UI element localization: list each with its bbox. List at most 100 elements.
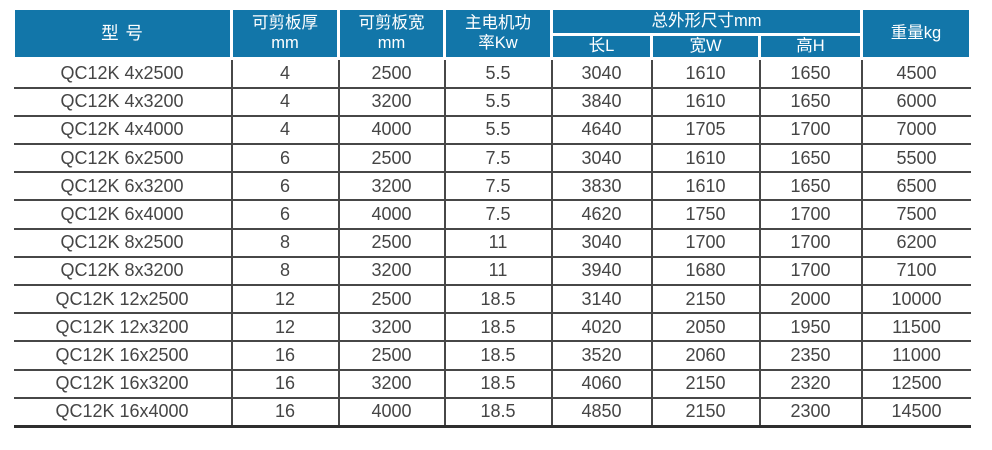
cell-plate-width-mm: 2500 <box>337 283 446 315</box>
cell-plate-width-mm: 3200 <box>337 86 446 117</box>
cell-thickness-mm: 4 <box>230 114 340 146</box>
cell-height-h: 2320 <box>758 368 863 399</box>
cell-width-w: 2050 <box>650 312 761 343</box>
cell-height-h: 2300 <box>758 396 863 428</box>
cell-model: QC12K 8x2500 <box>13 227 233 258</box>
col-header-plate-width: 可剪板宽 mm <box>337 6 446 61</box>
cell-model: QC12K 6x4000 <box>13 199 233 230</box>
cell-length-l: 3940 <box>550 255 653 286</box>
cell-plate-width-mm: 2500 <box>337 143 446 174</box>
cell-length-l: 3040 <box>550 58 653 89</box>
cell-motor-power-kw: 18.5 <box>443 283 553 315</box>
table-row: QC12K 6x2500 6 2500 7.5 3040 1610 1650 5500 <box>13 143 971 174</box>
cell-height-h: 2000 <box>758 283 863 315</box>
cell-width-w: 1700 <box>650 227 761 258</box>
cell-weight-kg: 5500 <box>860 143 971 174</box>
cell-height-h: 1700 <box>758 255 863 286</box>
cell-length-l: 3040 <box>550 143 653 174</box>
cell-weight-kg: 14500 <box>860 396 971 428</box>
cell-model: QC12K 4x3200 <box>13 86 233 117</box>
cell-height-h: 1650 <box>758 86 863 117</box>
cell-model: QC12K 6x3200 <box>13 171 233 202</box>
cell-model: QC12K 4x4000 <box>13 114 233 146</box>
cell-width-w: 1610 <box>650 86 761 117</box>
col-header-width-w: 宽W <box>650 32 761 61</box>
col-header-height-h: 高H <box>758 32 863 61</box>
table-row: QC12K 4x2500 4 2500 5.5 3040 1610 1650 4500 <box>13 58 971 89</box>
cell-height-h: 1650 <box>758 171 863 202</box>
cell-weight-kg: 6500 <box>860 171 971 202</box>
col-header-motor-power-line1: 主电机功 <box>465 14 531 33</box>
cell-width-w: 2150 <box>650 396 761 428</box>
header-row-sub: 长L 宽W 高H <box>14 32 971 61</box>
cell-weight-kg: 10000 <box>860 283 971 315</box>
col-header-thickness-line1: 可剪板厚 <box>252 14 318 33</box>
cell-plate-width-mm: 4000 <box>337 199 446 230</box>
cell-weight-kg: 6000 <box>860 86 971 117</box>
table-row: QC12K 8x3200 8 3200 11 3940 1680 1700 7100 <box>13 255 971 286</box>
cell-plate-width-mm: 4000 <box>337 396 446 428</box>
table-row: QC12K 8x2500 8 2500 11 3040 1700 1700 6200 <box>13 227 971 258</box>
cell-plate-width-mm: 3200 <box>337 171 446 202</box>
table-row: QC12K 16x4000 16 4000 18.5 4850 2150 2300 14500 <box>13 396 971 428</box>
spec-table-header: 型 号 可剪板厚 mm 可剪板宽 mm 主电机功 率Kw 总外形尺寸mm 重量k… <box>12 6 972 61</box>
cell-motor-power-kw: 18.5 <box>443 368 553 399</box>
cell-weight-kg: 4500 <box>860 58 971 89</box>
cell-thickness-mm: 12 <box>230 312 340 343</box>
cell-motor-power-kw: 18.5 <box>443 396 553 428</box>
table-row: QC12K 4x4000 4 4000 5.5 4640 1705 1700 7000 <box>13 114 971 146</box>
cell-weight-kg: 12500 <box>860 368 971 399</box>
cell-thickness-mm: 6 <box>230 171 340 202</box>
cell-length-l: 3830 <box>550 171 653 202</box>
cell-length-l: 3140 <box>550 283 653 315</box>
cell-model: QC12K 8x3200 <box>13 255 233 286</box>
col-header-thickness: 可剪板厚 mm <box>230 6 340 61</box>
cell-thickness-mm: 16 <box>230 396 340 428</box>
cell-motor-power-kw: 5.5 <box>443 86 553 117</box>
cell-motor-power-kw: 7.5 <box>443 199 553 230</box>
col-header-thickness-unit: mm <box>271 33 299 52</box>
table-row: QC12K 16x2500 16 2500 18.5 3520 2060 2350 11000 <box>13 340 971 371</box>
cell-width-w: 1610 <box>650 143 761 174</box>
cell-thickness-mm: 8 <box>230 227 340 258</box>
cell-length-l: 3040 <box>550 227 653 258</box>
spec-table-container: 型 号 可剪板厚 mm 可剪板宽 mm 主电机功 率Kw 总外形尺寸mm 重量k… <box>12 6 972 428</box>
table-row: QC12K 4x3200 4 3200 5.5 3840 1610 1650 6000 <box>13 86 971 117</box>
cell-width-w: 1610 <box>650 58 761 89</box>
cell-motor-power-kw: 18.5 <box>443 312 553 343</box>
cell-plate-width-mm: 2500 <box>337 340 446 371</box>
table-row: QC12K 6x4000 6 4000 7.5 4620 1750 1700 7500 <box>13 199 971 230</box>
cell-height-h: 1650 <box>758 58 863 89</box>
cell-thickness-mm: 4 <box>230 58 340 89</box>
cell-width-w: 2150 <box>650 368 761 399</box>
header-row-top: 型 号 可剪板厚 mm 可剪板宽 mm 主电机功 率Kw 总外形尺寸mm 重量k… <box>12 6 972 61</box>
cell-motor-power-kw: 5.5 <box>443 58 553 89</box>
cell-plate-width-mm: 3200 <box>337 255 446 286</box>
col-header-motor-power-line2: 率Kw <box>478 33 518 52</box>
cell-model: QC12K 6x2500 <box>13 143 233 174</box>
spec-table-body: QC12K 4x2500 4 2500 5.5 3040 1610 1650 4500 QC12… <box>13 58 971 428</box>
table-row: QC12K 12x2500 12 2500 18.5 3140 2150 2000 10000 <box>13 283 971 315</box>
cell-thickness-mm: 6 <box>230 143 340 174</box>
cell-length-l: 3840 <box>550 86 653 117</box>
cell-weight-kg: 6200 <box>860 227 971 258</box>
cell-thickness-mm: 12 <box>230 283 340 315</box>
cell-height-h: 1700 <box>758 199 863 230</box>
col-header-plate-width-line1: 可剪板宽 <box>358 14 425 33</box>
cell-model: QC12K 16x4000 <box>13 396 233 428</box>
cell-plate-width-mm: 3200 <box>337 312 446 343</box>
cell-plate-width-mm: 2500 <box>337 227 446 258</box>
cell-length-l: 4620 <box>550 199 653 230</box>
cell-motor-power-kw: 11 <box>443 255 553 286</box>
table-row: QC12K 16x3200 16 3200 18.5 4060 2150 2320 12500 <box>13 368 971 399</box>
cell-length-l: 4850 <box>550 396 653 428</box>
cell-height-h: 1700 <box>758 227 863 258</box>
cell-thickness-mm: 4 <box>230 86 340 117</box>
cell-motor-power-kw: 5.5 <box>443 114 553 146</box>
cell-height-h: 2350 <box>758 340 863 371</box>
cell-plate-width-mm: 2500 <box>337 58 446 89</box>
cell-weight-kg: 7500 <box>860 199 971 230</box>
cell-width-w: 2150 <box>650 283 761 315</box>
cell-length-l: 4640 <box>550 114 653 146</box>
cell-length-l: 4060 <box>550 368 653 399</box>
